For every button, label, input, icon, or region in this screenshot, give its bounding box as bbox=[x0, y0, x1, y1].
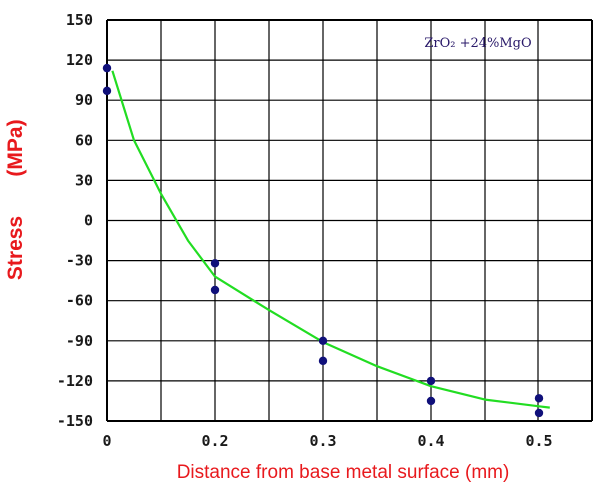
data-point bbox=[102, 63, 112, 73]
x-tick-label: 0.4 bbox=[417, 432, 444, 450]
x-tick-label: 0.3 bbox=[309, 432, 336, 450]
y-tick-label: -30 bbox=[66, 252, 93, 270]
data-point bbox=[102, 86, 112, 96]
data-point bbox=[210, 285, 220, 295]
x-axis-label: Distance from base metal surface (mm) bbox=[177, 462, 510, 483]
data-points-layer bbox=[102, 63, 544, 418]
grid bbox=[106, 19, 593, 422]
y-axis-label-stress: Stress bbox=[4, 216, 27, 280]
y-tick-label: 30 bbox=[75, 171, 93, 189]
y-tick-label: 60 bbox=[75, 131, 93, 149]
material-annotation: ZrO₂ +24%MgO bbox=[424, 36, 531, 51]
data-point bbox=[534, 408, 544, 418]
y-tick-label: 90 bbox=[75, 91, 93, 109]
fit-curve-layer bbox=[111, 70, 550, 409]
x-tick-labels: 0 0.2 0.3 0.4 0.5 bbox=[102, 432, 552, 450]
y-tick-label: -120 bbox=[57, 372, 93, 390]
x-tick-label: 0.5 bbox=[525, 432, 552, 450]
x-tick-label: 0.2 bbox=[201, 432, 228, 450]
y-tick-label: 120 bbox=[66, 51, 93, 69]
data-point bbox=[426, 376, 436, 386]
data-point bbox=[534, 394, 544, 403]
data-point bbox=[426, 396, 436, 406]
y-tick-label: -150 bbox=[57, 412, 93, 430]
y-tick-label: -60 bbox=[66, 292, 93, 310]
x-tick-label: 0 bbox=[102, 432, 111, 450]
data-point bbox=[318, 336, 328, 345]
y-tick-label: 150 bbox=[66, 11, 93, 29]
y-tick-label: -90 bbox=[66, 332, 93, 350]
y-tick-label: 0 bbox=[84, 212, 93, 230]
y-axis-label-unit: (MPa) bbox=[4, 119, 27, 176]
y-tick-labels: 150 120 90 60 30 0 -30 -60 -90 -120 -150 bbox=[57, 11, 93, 430]
data-point bbox=[318, 356, 328, 366]
fit-curve bbox=[111, 70, 550, 409]
data-point bbox=[210, 259, 220, 268]
